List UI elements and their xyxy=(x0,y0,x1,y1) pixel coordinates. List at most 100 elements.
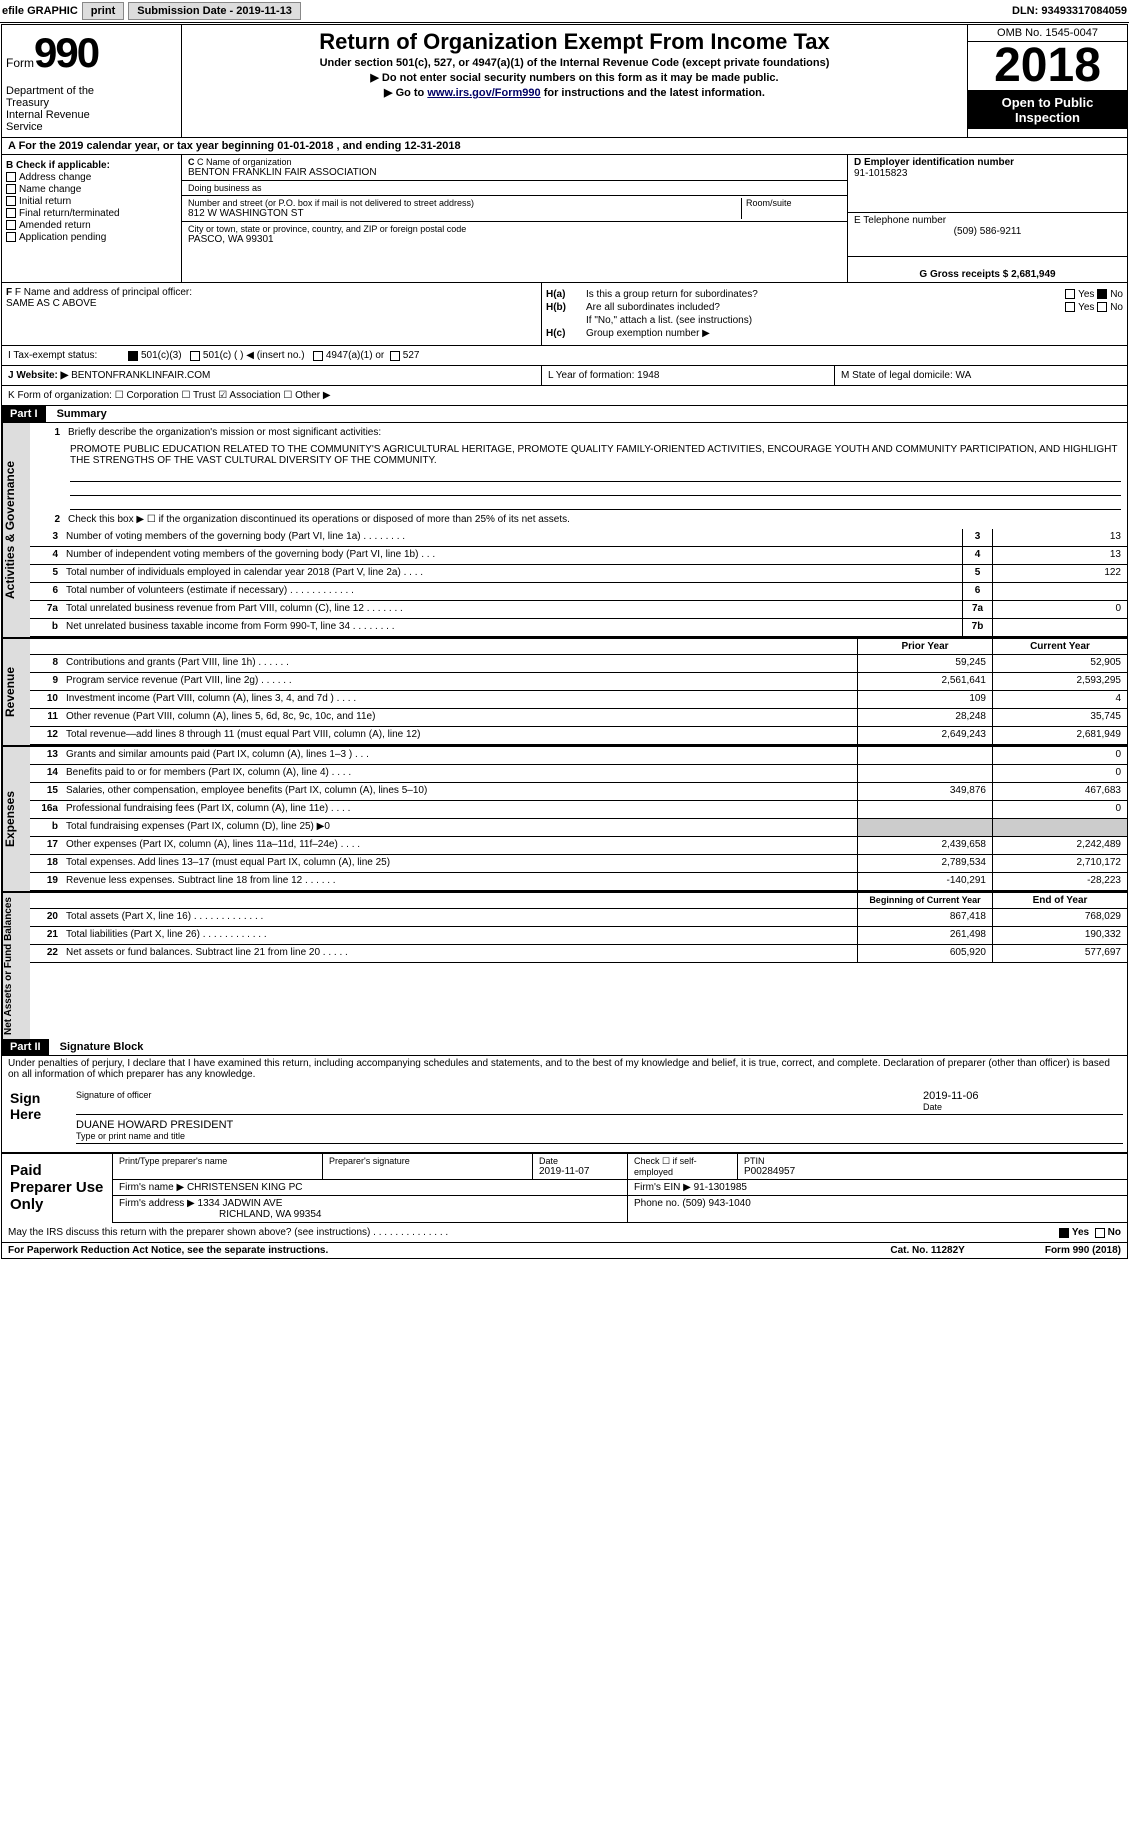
checkbox-4947[interactable] xyxy=(313,351,323,361)
form-title: Return of Organization Exempt From Incom… xyxy=(186,29,963,55)
governance-side-label: Activities & Governance xyxy=(2,423,30,637)
hc-text: Group exemption number ▶ xyxy=(586,328,710,339)
paperwork-notice: For Paperwork Reduction Act Notice, see … xyxy=(8,1245,890,1256)
inspection-label: Open to Public Inspection xyxy=(968,91,1127,129)
governance-section: Activities & Governance 1 Briefly descri… xyxy=(2,423,1127,637)
checkbox-final-return[interactable]: Final return/terminated xyxy=(6,208,177,219)
city-label: City or town, state or province, country… xyxy=(188,224,841,234)
checkbox-address-change[interactable]: Address change xyxy=(6,172,177,183)
line-14: 14Benefits paid to or for members (Part … xyxy=(30,765,1127,783)
ha-text: Is this a group return for subordinates? xyxy=(586,289,1065,300)
checkbox-501c3[interactable] xyxy=(128,351,138,361)
row-a-tax-year: A For the 2019 calendar year, or tax yea… xyxy=(2,138,1127,155)
submission-date: Submission Date - 2019-11-13 xyxy=(128,2,301,20)
form-container: Form 990 Department of theTreasuryIntern… xyxy=(1,24,1128,1259)
org-name-label: C C Name of organization xyxy=(188,157,841,167)
officer-value: SAME AS C ABOVE xyxy=(6,298,537,309)
efile-label: efile GRAPHIC xyxy=(2,5,78,17)
section-f-h: F F Name and address of principal office… xyxy=(2,283,1127,346)
form-footer: Form 990 (2018) xyxy=(1045,1245,1121,1256)
prior-year-header: Prior Year xyxy=(857,639,992,654)
mission-text: PROMOTE PUBLIC EDUCATION RELATED TO THE … xyxy=(30,442,1127,468)
irs-link[interactable]: www.irs.gov/Form990 xyxy=(427,87,540,99)
officer-label: F F Name and address of principal office… xyxy=(6,287,537,298)
part-2-title: Signature Block xyxy=(52,1039,152,1055)
instruction-1: ▶ Do not enter social security numbers o… xyxy=(186,71,963,84)
tax-status-label: I Tax-exempt status: xyxy=(8,350,128,361)
checkbox-name-change[interactable]: Name change xyxy=(6,184,177,195)
begin-year-header: Beginning of Current Year xyxy=(857,893,992,908)
line-5: 5Total number of individuals employed in… xyxy=(30,565,1127,583)
prep-date: 2019-11-07 xyxy=(539,1166,621,1177)
tax-year: 2018 xyxy=(968,42,1127,91)
netassets-side-label: Net Assets or Fund Balances xyxy=(2,893,30,1039)
hb-note: If "No," attach a list. (see instruction… xyxy=(546,315,1123,326)
discuss-yes-checkbox[interactable] xyxy=(1059,1228,1069,1238)
line-7a: 7aTotal unrelated business revenue from … xyxy=(30,601,1127,619)
line-2-text: Check this box ▶ ☐ if the organization d… xyxy=(64,512,1125,527)
line-15: 15Salaries, other compensation, employee… xyxy=(30,783,1127,801)
form-subtitle: Under section 501(c), 527, or 4947(a)(1)… xyxy=(186,57,963,69)
checkbox-527[interactable] xyxy=(390,351,400,361)
checkbox-application-pending[interactable]: Application pending xyxy=(6,232,177,243)
officer-name-label: Type or print name and title xyxy=(76,1131,233,1141)
toolbar: efile GRAPHIC print Submission Date - 20… xyxy=(0,0,1129,23)
line-22: 22Net assets or fund balances. Subtract … xyxy=(30,945,1127,963)
section-d-e-g: D Employer identification number 91-1015… xyxy=(847,155,1127,282)
instruction-2: ▶ Go to www.irs.gov/Form990 for instruct… xyxy=(186,86,963,99)
row-tax-status: I Tax-exempt status: 501(c)(3) 501(c) ( … xyxy=(2,346,1127,366)
declaration-text: Under penalties of perjury, I declare th… xyxy=(2,1056,1127,1082)
firm-name: CHRISTENSEN KING PC xyxy=(187,1182,303,1193)
line-19: 19Revenue less expenses. Subtract line 1… xyxy=(30,873,1127,891)
revenue-side-label: Revenue xyxy=(2,639,30,745)
line-21: 21Total liabilities (Part X, line 26) . … xyxy=(30,927,1127,945)
discuss-row: May the IRS discuss this return with the… xyxy=(2,1223,1127,1243)
line-13: 13Grants and similar amounts paid (Part … xyxy=(30,747,1127,765)
hb-label: H(b) xyxy=(546,302,586,313)
checkbox-amended-return[interactable]: Amended return xyxy=(6,220,177,231)
line-17: 17Other expenses (Part IX, column (A), l… xyxy=(30,837,1127,855)
discuss-no-checkbox[interactable] xyxy=(1095,1228,1105,1238)
footer-row: For Paperwork Reduction Act Notice, see … xyxy=(2,1243,1127,1258)
line-18: 18Total expenses. Add lines 13–17 (must … xyxy=(30,855,1127,873)
signature-section: Under penalties of perjury, I declare th… xyxy=(2,1056,1127,1153)
section-h: H(a) Is this a group return for subordin… xyxy=(542,283,1127,345)
website-value: BENTONFRANKLINFAIR.COM xyxy=(71,370,210,381)
line-3: 3Number of voting members of the governi… xyxy=(30,529,1127,547)
prep-phone: (509) 943-1040 xyxy=(682,1198,750,1209)
hc-label: H(c) xyxy=(546,328,586,339)
section-j: J Website: ▶ BENTONFRANKLINFAIR.COM xyxy=(2,366,542,385)
print-button[interactable]: print xyxy=(82,2,124,20)
checkbox-501c[interactable] xyxy=(190,351,200,361)
row-j-lm: J Website: ▶ BENTONFRANKLINFAIR.COM L Ye… xyxy=(2,366,1127,386)
cat-number: Cat. No. 11282Y xyxy=(890,1245,964,1256)
addr-value: 812 W WASHINGTON ST xyxy=(188,208,741,219)
hb-text: Are all subordinates included? xyxy=(586,302,1065,313)
hb-yes-no: Yes No xyxy=(1065,302,1123,313)
netassets-section: Net Assets or Fund Balances Beginning of… xyxy=(2,891,1127,1039)
form-header: Form 990 Department of theTreasuryIntern… xyxy=(2,25,1127,138)
part-2-header: Part II Signature Block xyxy=(2,1039,1127,1056)
section-m: M State of legal domicile: WA xyxy=(835,366,1127,385)
gross-receipts: G Gross receipts $ 2,681,949 xyxy=(854,269,1121,280)
section-b-label: B Check if applicable: xyxy=(6,160,177,171)
line-16a: 16aProfessional fundraising fees (Part I… xyxy=(30,801,1127,819)
current-year-header: Current Year xyxy=(992,639,1127,654)
line-9: 9Program service revenue (Part VIII, lin… xyxy=(30,673,1127,691)
firm-ein: 91-1301985 xyxy=(694,1182,747,1193)
sig-date: 2019-11-06 xyxy=(923,1090,1123,1102)
ptin-value: P00284957 xyxy=(744,1166,1121,1177)
form-word: Form xyxy=(6,56,34,70)
section-c: C C Name of organization BENTON FRANKLIN… xyxy=(182,155,847,282)
ein-label: D Employer identification number xyxy=(854,157,1121,168)
checkbox-initial-return[interactable]: Initial return xyxy=(6,196,177,207)
section-l: L Year of formation: 1948 xyxy=(542,366,835,385)
line-12: 12Total revenue—add lines 8 through 11 (… xyxy=(30,727,1127,745)
end-year-header: End of Year xyxy=(992,893,1127,908)
section-k: K Form of organization: ☐ Corporation ☐ … xyxy=(2,386,1127,406)
ein-value: 91-1015823 xyxy=(854,168,1121,179)
line-6: 6Total number of volunteers (estimate if… xyxy=(30,583,1127,601)
line-b: bNet unrelated business taxable income f… xyxy=(30,619,1127,637)
ha-yes-no: Yes No xyxy=(1065,289,1123,300)
line-11: 11Other revenue (Part VIII, column (A), … xyxy=(30,709,1127,727)
